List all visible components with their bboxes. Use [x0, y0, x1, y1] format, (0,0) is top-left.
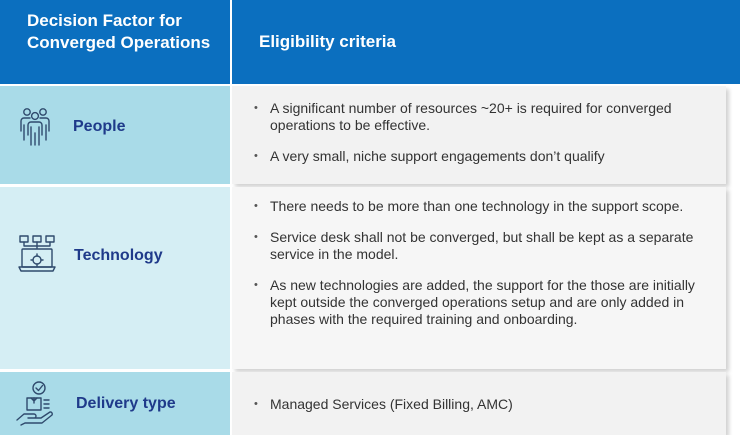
- criteria-column-header: Eligibility criteria: [232, 0, 740, 84]
- factor-cell: People: [0, 86, 232, 184]
- criteria-item: Managed Services (Fixed Billing, AMC): [254, 396, 712, 413]
- criteria-item: A very small, niche support engagements …: [254, 148, 712, 165]
- factor-column-header: Decision Factor for Converged Operations: [0, 0, 232, 84]
- criteria-cell: A significant number of resources ~20+ i…: [232, 86, 726, 184]
- factor-cell: Delivery type: [0, 372, 232, 435]
- criteria-cell: There needs to be more than one technolo…: [232, 187, 726, 369]
- criteria-list: A significant number of resources ~20+ i…: [254, 100, 712, 165]
- criteria-list: There needs to be more than one technolo…: [254, 198, 712, 328]
- factor-label: Technology: [74, 247, 163, 264]
- factor-label: Delivery type: [76, 395, 176, 412]
- hand-delivery-box-icon: [16, 381, 53, 426]
- criteria-item: A significant number of resources ~20+ i…: [254, 100, 712, 134]
- factor-cell: Technology: [0, 187, 232, 369]
- criteria-item: As new technologies are added, the suppo…: [254, 277, 712, 328]
- factor-label: People: [73, 118, 126, 135]
- table-row-people: People A significant number of resources…: [0, 86, 740, 184]
- table-row-delivery-type: Delivery type Managed Services (Fixed Bi…: [0, 372, 740, 435]
- table-row-technology: Technology There needs to be more than o…: [0, 187, 740, 369]
- people-group-icon: [20, 108, 50, 146]
- criteria-item: Service desk shall not be converged, but…: [254, 229, 712, 263]
- criteria-list: Managed Services (Fixed Billing, AMC): [254, 396, 712, 413]
- criteria-cell: Managed Services (Fixed Billing, AMC): [232, 372, 726, 435]
- laptop-network-icon: [18, 235, 56, 272]
- criteria-item: There needs to be more than one technolo…: [254, 198, 712, 215]
